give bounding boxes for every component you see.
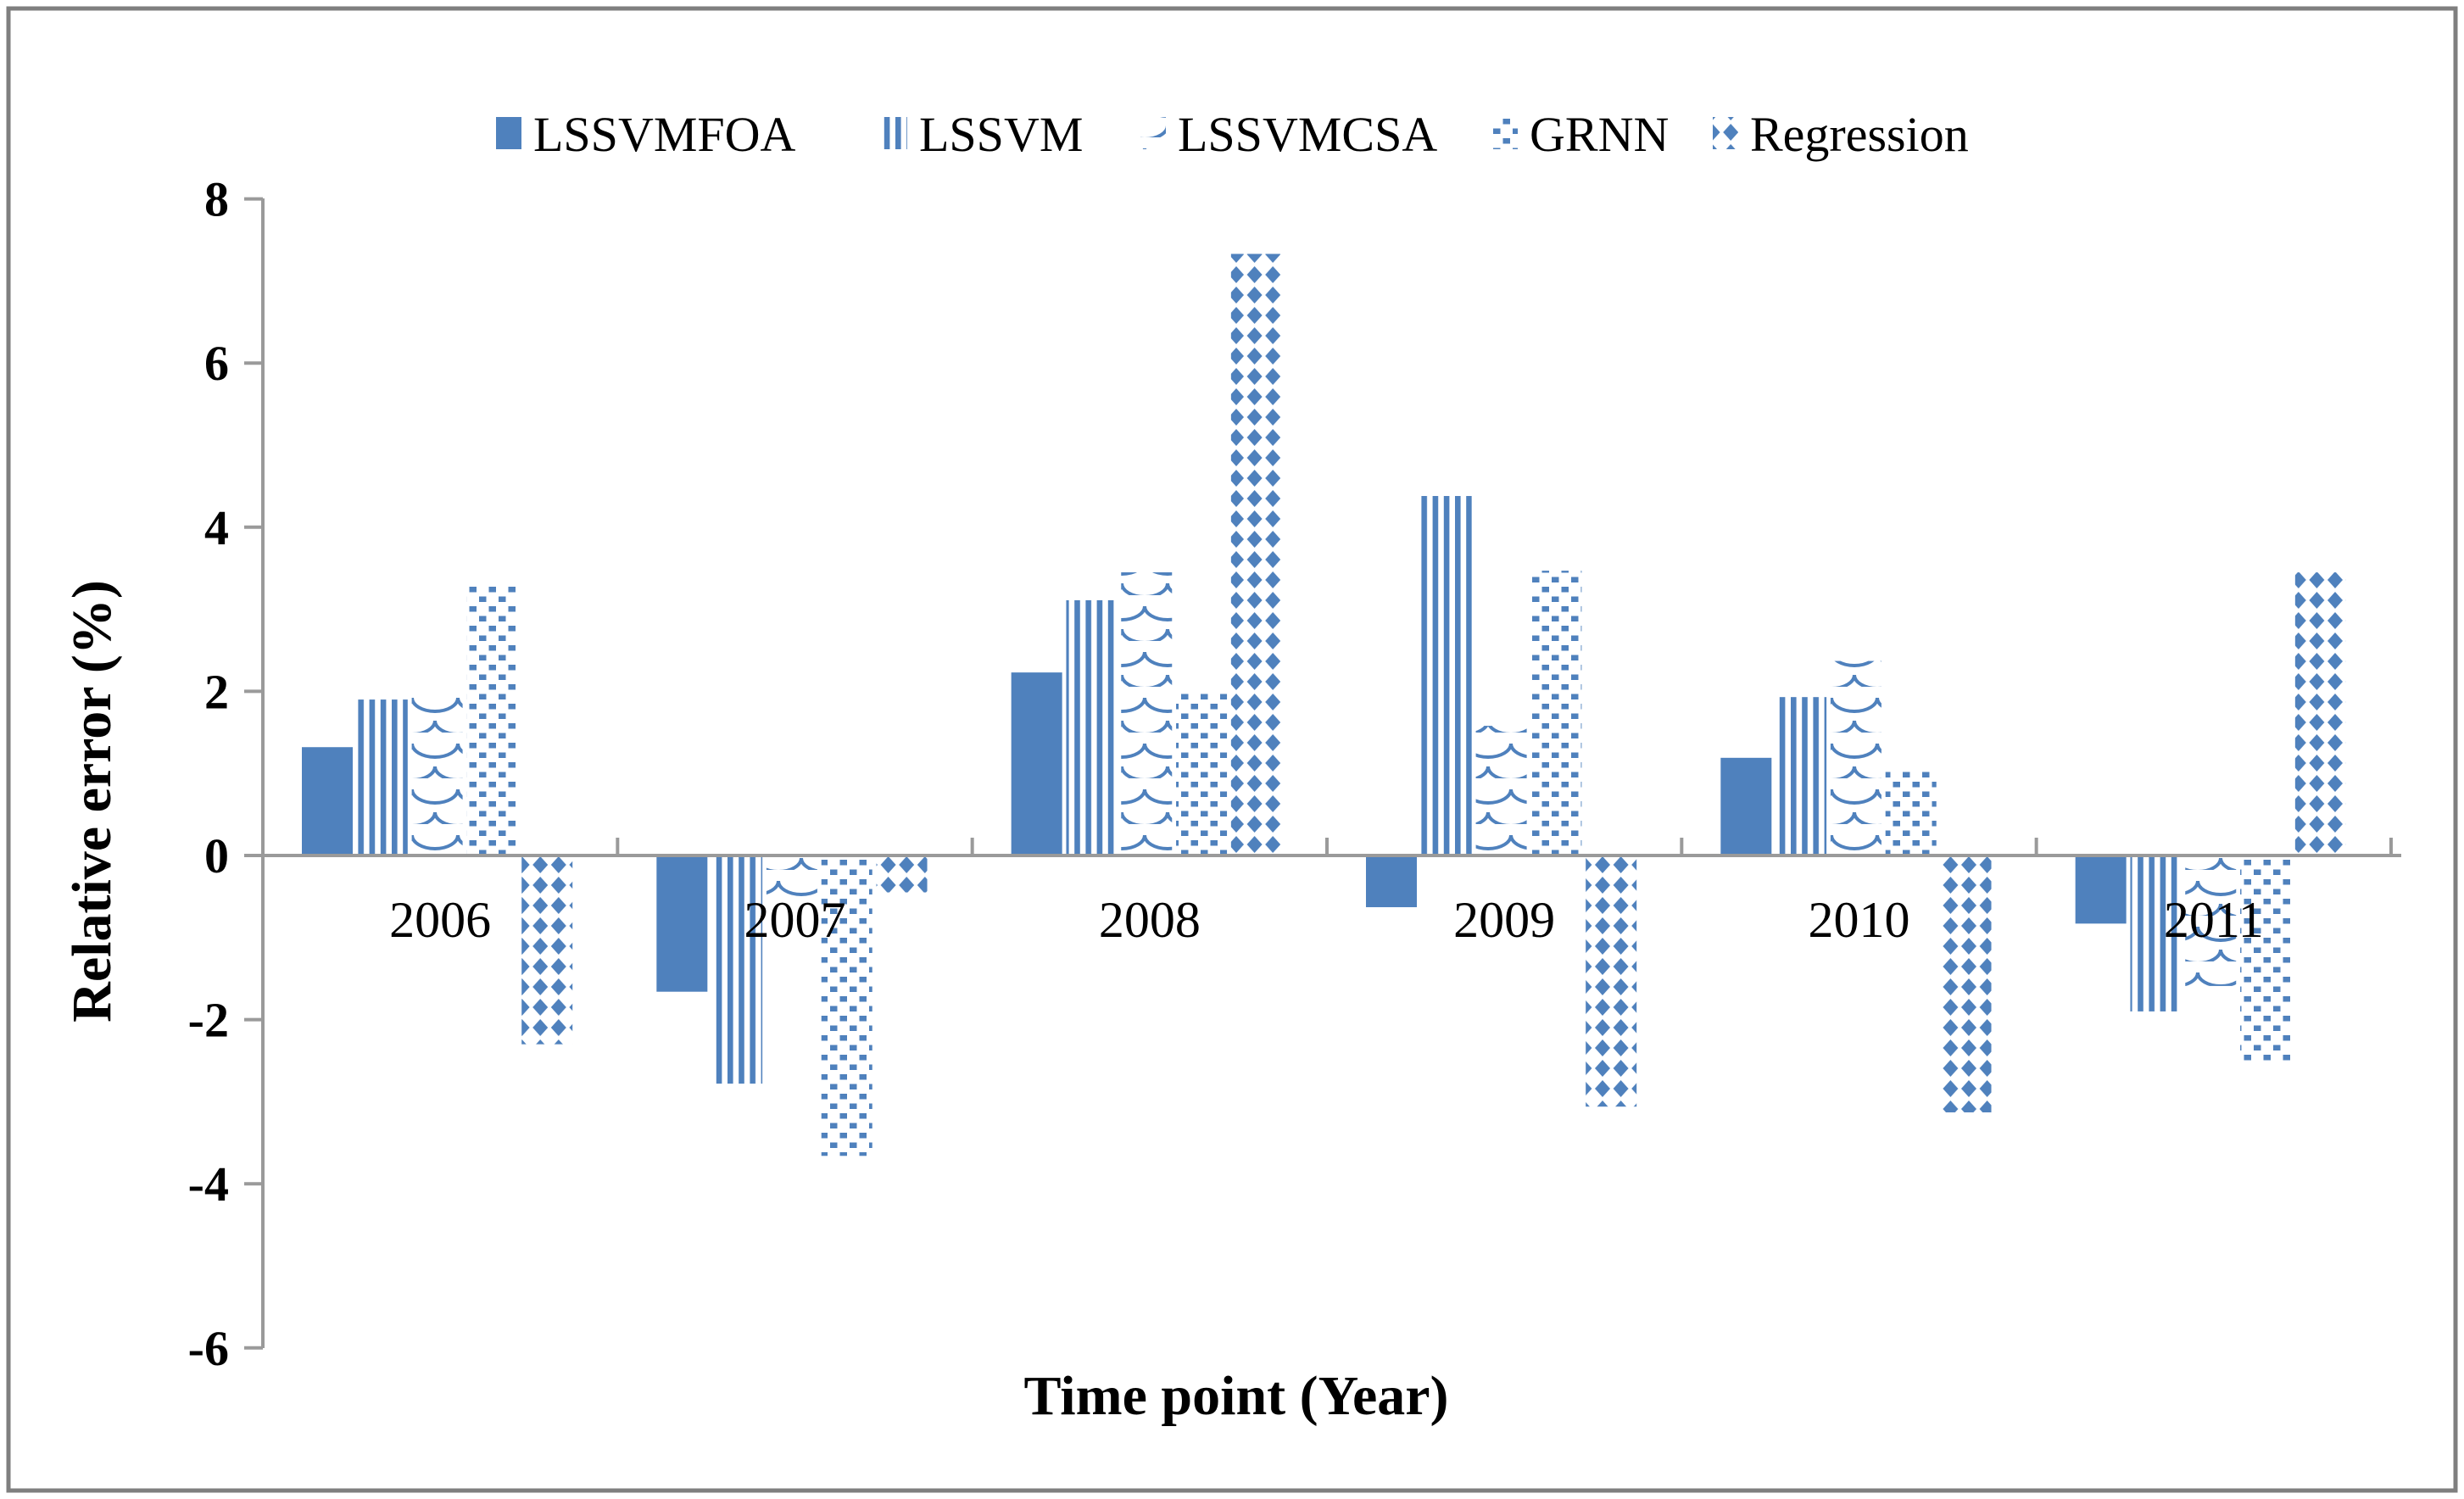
y-tick-label--2: -2	[188, 993, 229, 1048]
x-axis-title: Time point (Year)	[1023, 1365, 1448, 1427]
bar-2009-Regression	[1586, 857, 1637, 1107]
x-category-label-2006: 2006	[389, 892, 491, 948]
bar-2011-LSSVM	[2130, 857, 2182, 1011]
x-category-label-2011: 2011	[2164, 892, 2264, 948]
legend-item-LSSVMFOA: LSSVMFOA	[496, 107, 796, 162]
legend: LSSVMFOA LSSVM LSSVMCSA GRNN Regression	[496, 107, 1969, 162]
bar-2011-LSSVMFOA	[2075, 857, 2127, 924]
bar-2009-LSSVMCSA	[1475, 726, 1527, 855]
legend-swatch-diamonds-icon	[1713, 117, 1738, 149]
legend-label-LSSVM: LSSVM	[919, 107, 1083, 162]
bar-2010-LSSVMCSA	[1830, 660, 1881, 855]
bar-2008-Regression	[1230, 254, 1282, 855]
legend-label-LSSVMCSA: LSSVMCSA	[1178, 107, 1437, 162]
y-axis-title: Relative error (%)	[61, 580, 123, 1023]
x-category-label-2010: 2010	[1808, 892, 1909, 948]
bar-2007-Regression	[876, 857, 928, 893]
legend-swatch-solid-icon	[496, 117, 521, 149]
bars-layer	[302, 254, 2346, 1156]
ticks-layer	[244, 197, 2393, 1350]
labels-layer: 8 6 4 2 0 -2 -4 -6 2006 2007 2008 2009 2010 2011	[188, 172, 2264, 1376]
bar-2010-LSSVMFOA	[1720, 757, 1772, 855]
y-tick-label-2: 2	[204, 664, 229, 719]
bar-2007-LSSVMCSA	[766, 857, 817, 899]
bar-2006-GRNN	[466, 583, 518, 855]
y-tick-label--4: -4	[188, 1156, 229, 1212]
bar-2010-LSSVM	[1776, 697, 1827, 855]
x-category-label-2008: 2008	[1099, 892, 1201, 948]
bar-2006-LSSVMFOA	[302, 747, 353, 855]
y-tick-label-4: 4	[204, 500, 229, 555]
axes-layer	[261, 198, 2401, 1348]
bar-2007-LSSVMFOA	[656, 857, 708, 992]
y-tick-label-6: 6	[204, 336, 229, 391]
bar-2007-LSSVM	[711, 857, 763, 1084]
bar-2010-Regression	[1940, 857, 1992, 1112]
legend-item-LSSVMCSA: LSSVMCSA	[1140, 107, 1437, 162]
bar-2009-GRNN	[1530, 571, 1582, 855]
bar-2007-GRNN	[821, 857, 872, 1156]
x-category-label-2007: 2007	[744, 892, 845, 948]
y-tick-label-0: 0	[204, 828, 229, 883]
legend-swatch-scales-icon	[1140, 117, 1166, 149]
bar-2011-LSSVMCSA	[2185, 857, 2237, 986]
bar-2006-Regression	[521, 857, 573, 1045]
bar-2011-Regression	[2294, 572, 2346, 855]
legend-label-LSSVMFOA: LSSVMFOA	[533, 107, 796, 162]
bar-2006-LSSVMCSA	[411, 695, 463, 855]
bar-2011-GRNN	[2240, 857, 2292, 1062]
y-tick-label--6: -6	[188, 1321, 229, 1376]
bar-2008-LSSVM	[1066, 599, 1118, 855]
figure-border	[6, 6, 2458, 1493]
bar-2008-GRNN	[1176, 694, 1228, 855]
legend-swatch-vstripes-icon	[882, 117, 907, 149]
legend-label-Regression: Regression	[1750, 107, 1969, 162]
x-category-label-2009: 2009	[1453, 892, 1555, 948]
legend-item-Regression: Regression	[1713, 107, 1969, 162]
bar-2008-LSSVMCSA	[1121, 572, 1173, 855]
bar-2009-LSSVMFOA	[1365, 857, 1417, 907]
bar-2008-LSSVMFOA	[1011, 672, 1062, 855]
bar-2009-LSSVM	[1420, 496, 1472, 855]
y-tick-label-8: 8	[204, 172, 229, 227]
legend-label-GRNN: GRNN	[1530, 107, 1669, 162]
bar-2010-GRNN	[1885, 768, 1937, 855]
bar-2006-LSSVM	[356, 699, 408, 855]
legend-item-LSSVM: LSSVM	[882, 107, 1083, 162]
legend-item-GRNN: GRNN	[1492, 107, 1669, 162]
legend-swatch-dots-icon	[1492, 117, 1518, 149]
